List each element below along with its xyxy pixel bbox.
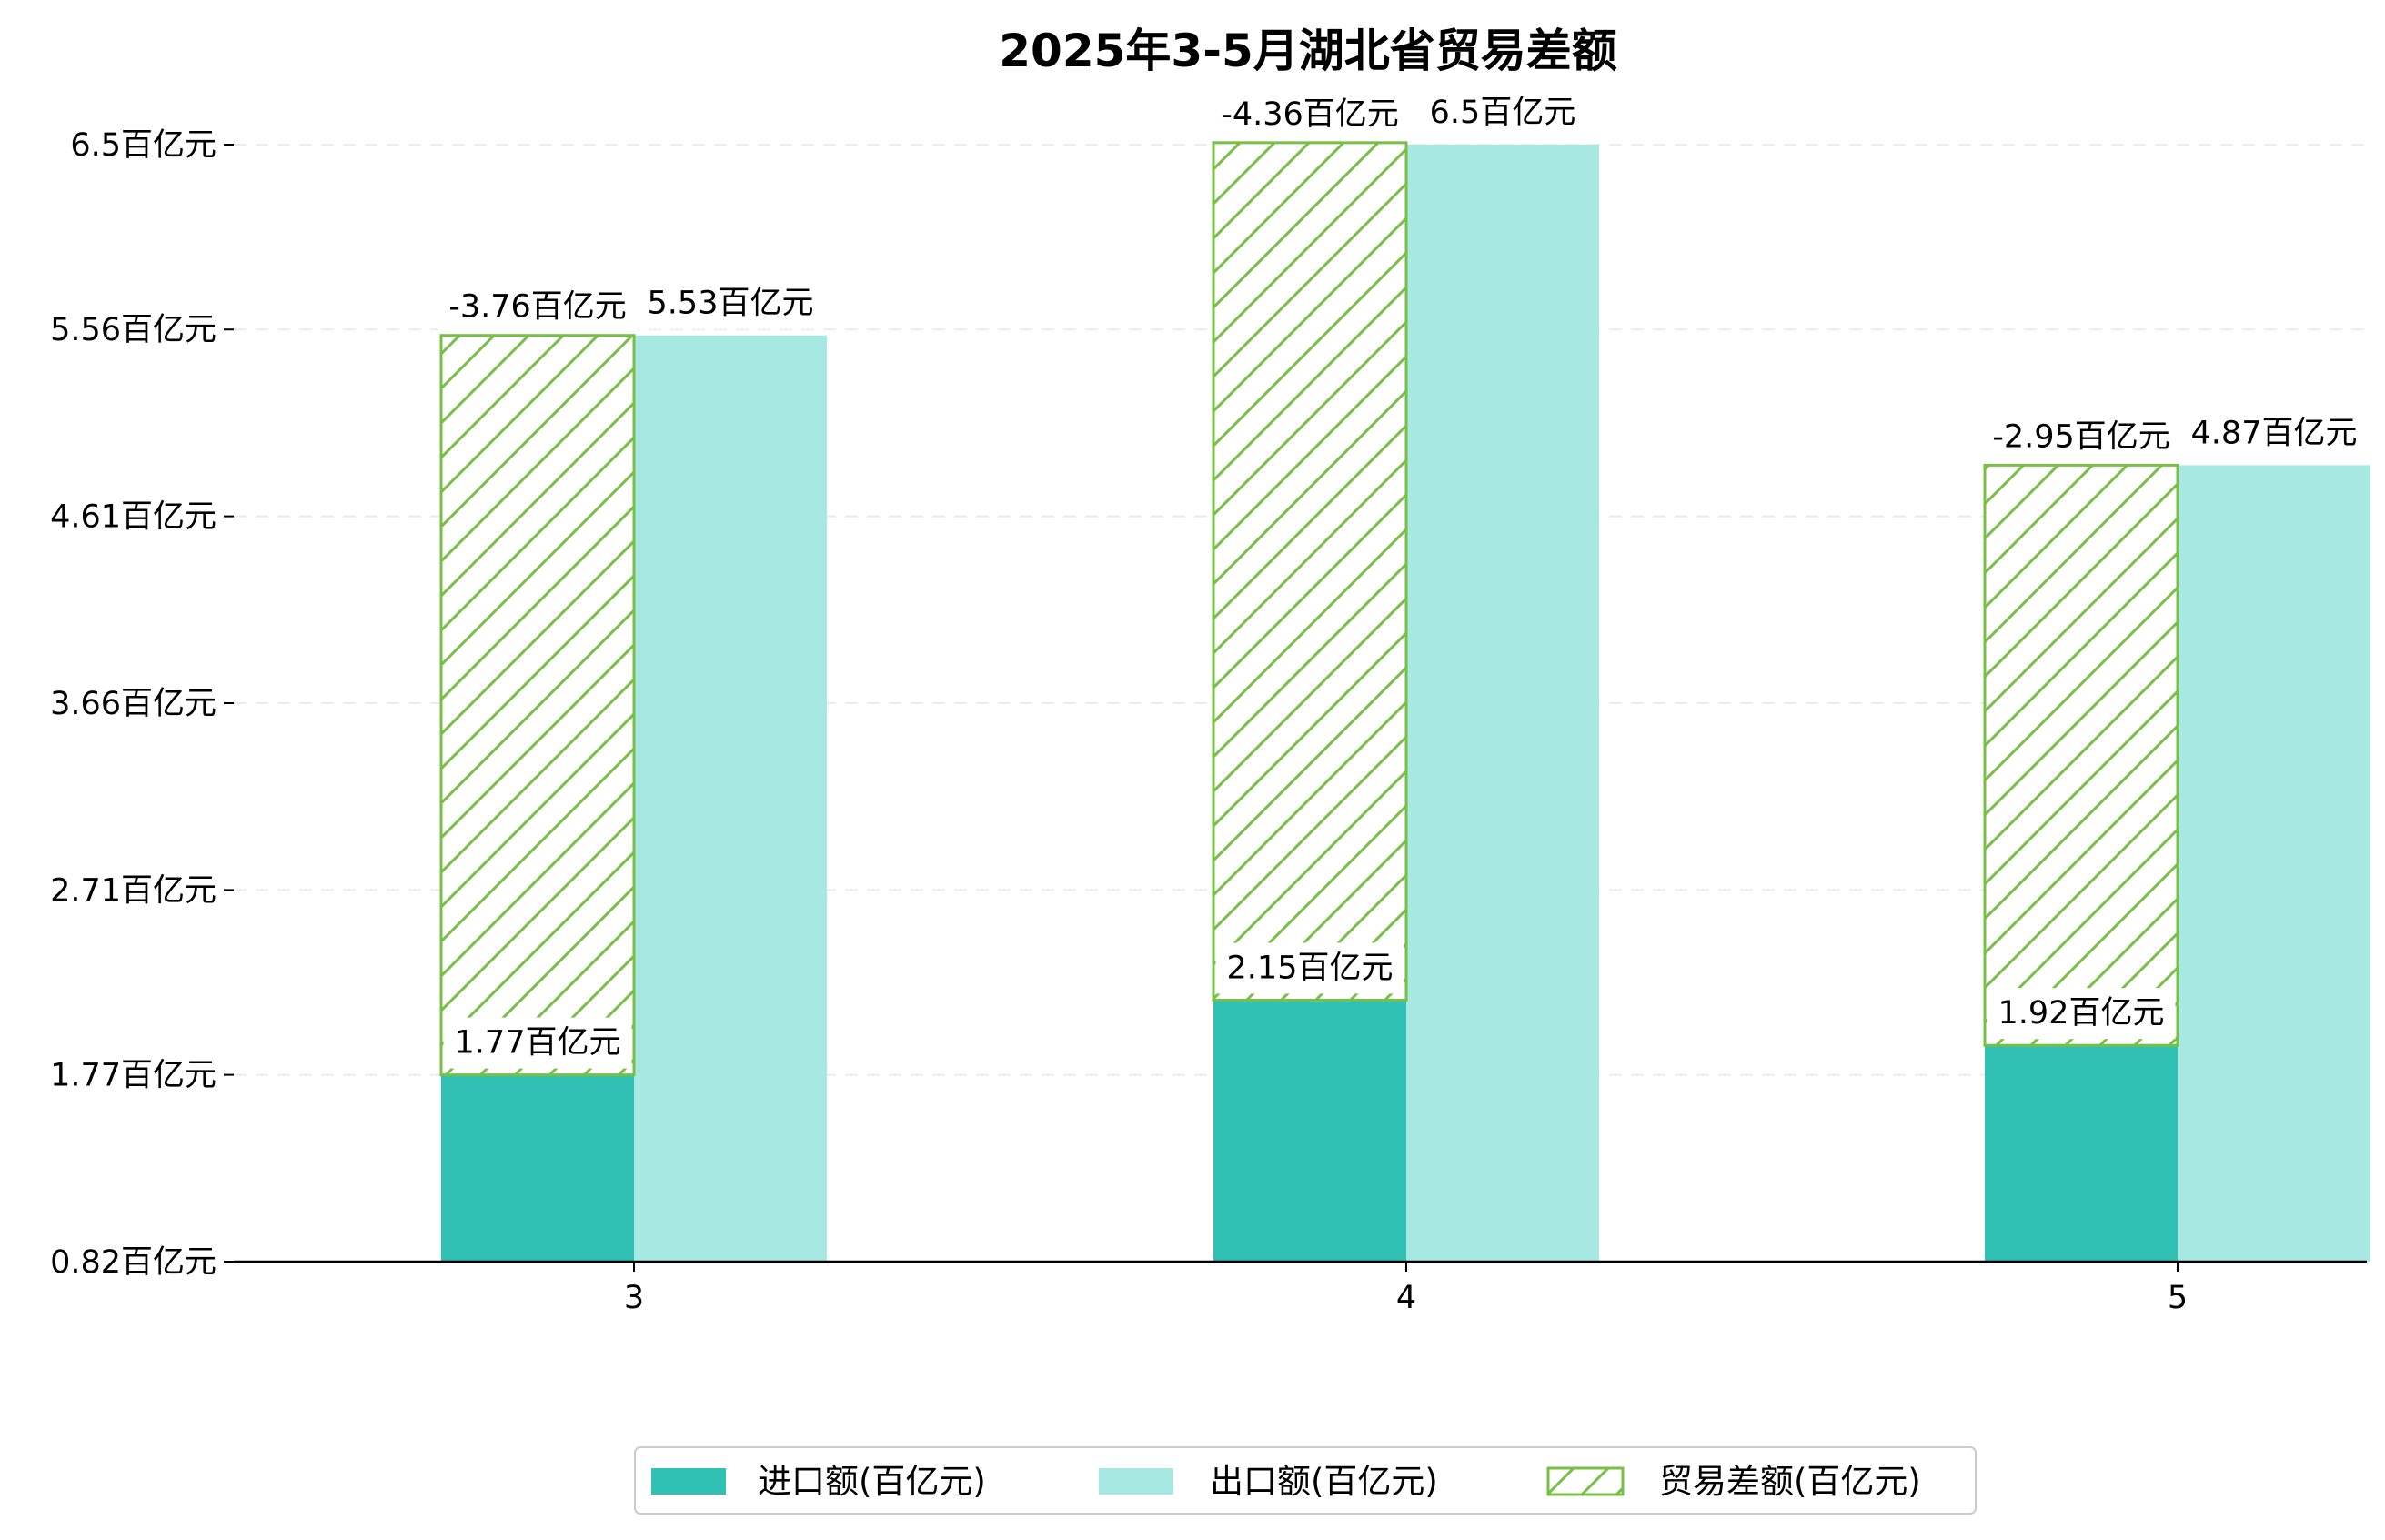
legend-label: 贸易差额(百亿元) xyxy=(1659,1462,1921,1501)
bar-import xyxy=(1985,1045,2178,1262)
legend-swatch xyxy=(651,1468,726,1495)
y-tick-label: 0.82百亿元 xyxy=(50,1244,216,1281)
data-labels: 5.53百亿元 -3.76百亿元 1.77百亿元 6.5百亿元 -4.36百亿元 2.15… xyxy=(438,87,2369,1069)
legend-swatch xyxy=(1546,1466,1625,1496)
label-trade-balance-text: -2.95百亿元 xyxy=(1992,418,2170,455)
label-import: 1.77百亿元 xyxy=(443,1017,632,1069)
legend-item-trade-balance: 贸易差额(百亿元) xyxy=(1546,1462,1921,1501)
y-tick-label: 3.66百亿元 xyxy=(50,686,216,722)
label-export-background xyxy=(2179,408,2369,459)
label-export-text: 5.53百亿元 xyxy=(648,286,814,322)
x-tick-label: 4 xyxy=(1396,1280,1416,1316)
label-trade-balance-background xyxy=(1981,411,2181,463)
label-import: 2.15百亿元 xyxy=(1215,942,1404,994)
label-import-text: 1.92百亿元 xyxy=(1998,995,2165,1032)
y-tick-label: 1.77百亿元 xyxy=(50,1058,216,1094)
legend-item-export: 出口额(百亿元) xyxy=(1099,1462,1438,1501)
y-tick-label: 5.56百亿元 xyxy=(50,312,216,348)
label-trade-balance-text: -4.36百亿元 xyxy=(1221,96,1399,133)
label-export-background xyxy=(636,277,825,329)
label-import-background xyxy=(443,1017,632,1069)
label-trade-balance: -4.36百亿元 xyxy=(1210,88,1410,140)
label-import-text: 1.77百亿元 xyxy=(455,1025,621,1062)
label-import: 1.92百亿元 xyxy=(1987,988,2176,1040)
label-export-text: 4.87百亿元 xyxy=(2191,415,2358,451)
label-export: 4.87百亿元 xyxy=(2179,408,2369,459)
y-tick-label: 2.71百亿元 xyxy=(50,872,216,909)
y-tick-label: 4.61百亿元 xyxy=(50,499,216,536)
label-import-text: 2.15百亿元 xyxy=(1227,950,1394,986)
bar-import xyxy=(1213,1000,1406,1262)
label-trade-balance-text: -3.76百亿元 xyxy=(448,289,627,326)
label-export: 6.5百亿元 xyxy=(1418,87,1587,138)
label-export: 5.53百亿元 xyxy=(636,277,825,329)
label-import-background xyxy=(1215,942,1404,994)
bar-trade-balance xyxy=(439,334,636,1077)
axes: 0.82百亿元 1.77百亿元 2.71百亿元 3.66百亿元 4.61百亿元 5.56百… xyxy=(50,127,2367,1316)
bars xyxy=(439,141,2370,1263)
legend-label: 进口额(百亿元) xyxy=(758,1462,986,1501)
legend: 进口额(百亿元) 出口额(百亿元) 贸易差额(百亿元) xyxy=(634,1446,1977,1515)
chart-title: 2025年3-5月湖北省贸易差额 xyxy=(999,25,1617,77)
label-trade-balance-background xyxy=(1210,88,1410,140)
bar-trade-balance xyxy=(1983,463,2179,1047)
y-tick-label: 6.5百亿元 xyxy=(70,127,216,164)
label-trade-balance-background xyxy=(438,281,638,333)
label-import-background xyxy=(1987,988,2176,1040)
x-tick-label: 3 xyxy=(624,1280,644,1316)
bar-import xyxy=(441,1074,634,1262)
label-trade-balance: -3.76百亿元 xyxy=(438,281,638,333)
bar-export xyxy=(2178,465,2370,1263)
legend-item-import: 进口额(百亿元) xyxy=(651,1462,986,1501)
legend-box xyxy=(634,1446,1977,1515)
bar-export xyxy=(1406,145,1599,1262)
label-export-text: 6.5百亿元 xyxy=(1430,95,1576,131)
legend-swatch xyxy=(1099,1468,1173,1495)
label-trade-balance: -2.95百亿元 xyxy=(1981,411,2181,463)
bar-trade-balance xyxy=(1212,141,1408,1002)
bar-export xyxy=(634,335,827,1262)
legend-label: 出口额(百亿元) xyxy=(1210,1462,1438,1501)
label-export-background xyxy=(1418,87,1587,138)
x-tick-label: 5 xyxy=(2168,1280,2188,1316)
